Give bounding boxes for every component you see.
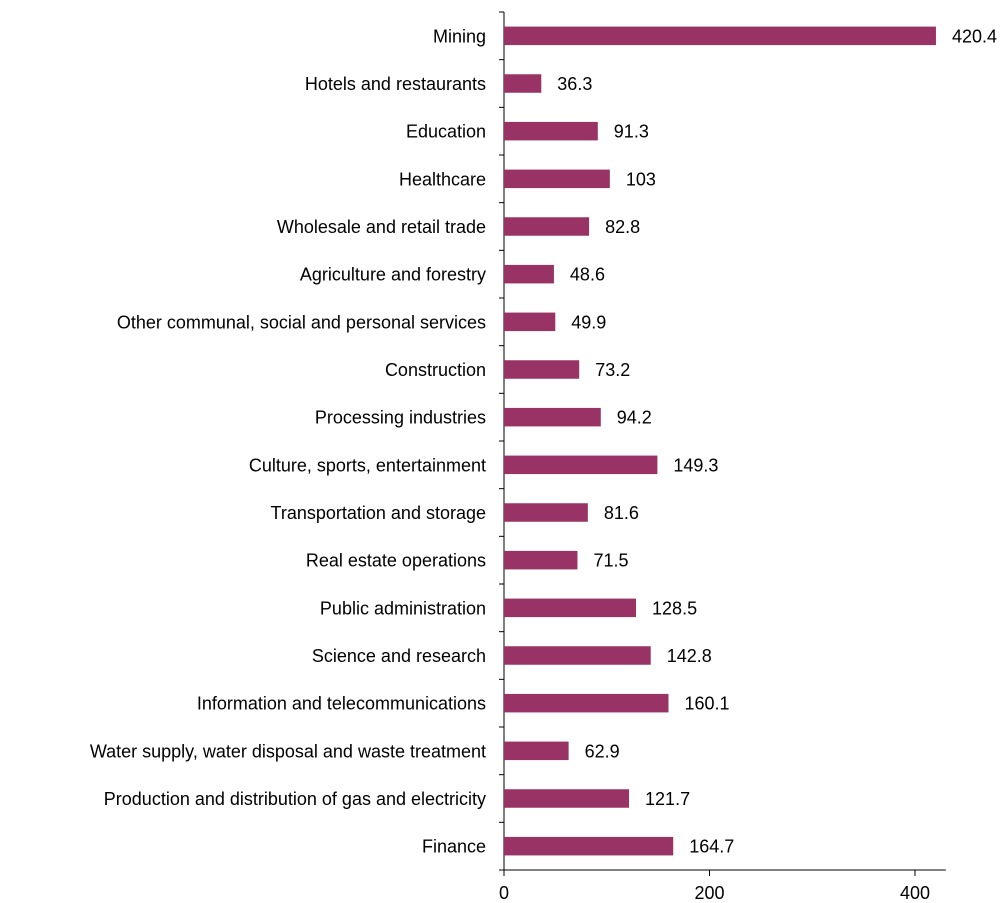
- data-label: 94.2: [617, 408, 652, 428]
- data-label: 91.3: [614, 122, 649, 142]
- data-label: 128.5: [652, 598, 697, 618]
- bar: [504, 312, 556, 332]
- x-tick-label: 200: [694, 883, 724, 903]
- bar: [504, 693, 669, 713]
- data-label: 160.1: [685, 694, 730, 714]
- bar: [504, 264, 554, 284]
- bar: [504, 407, 601, 427]
- category-label: Transportation and storage: [271, 503, 486, 523]
- category-label: Construction: [385, 360, 486, 380]
- category-label: Hotels and restaurants: [305, 74, 486, 94]
- category-label: Information and telecommunications: [197, 694, 486, 714]
- data-label: 81.6: [604, 503, 639, 523]
- bar: [504, 455, 658, 475]
- category-label: Production and distribution of gas and e…: [104, 789, 486, 809]
- bar: [504, 503, 588, 522]
- category-label: Other communal, social and personal serv…: [117, 312, 486, 332]
- bar: [504, 169, 610, 189]
- category-label: Education: [406, 122, 486, 142]
- category-label: Public administration: [320, 598, 486, 618]
- x-axis: 0 200 400: [499, 869, 946, 903]
- data-label: 73.2: [595, 360, 630, 380]
- bar: [504, 598, 637, 618]
- data-label: 164.7: [689, 837, 734, 857]
- bars: [504, 26, 936, 856]
- bar: [504, 741, 569, 761]
- data-label: 420.4: [952, 26, 997, 46]
- data-label: 103: [626, 169, 656, 189]
- value-labels: 420.4 36.3 91.3 103 82.8 48.6 49.9 73.2 94.2 149.…: [557, 26, 997, 856]
- category-label: Science and research: [312, 646, 486, 666]
- data-label: 48.6: [570, 265, 605, 285]
- bar: [504, 74, 542, 93]
- bar: [504, 789, 630, 808]
- bar: [504, 646, 651, 665]
- bar: [504, 217, 590, 236]
- bar: [504, 550, 578, 570]
- bar: [504, 26, 936, 46]
- category-label: Mining: [433, 26, 486, 46]
- data-label: 82.8: [605, 217, 640, 237]
- category-label: Wholesale and retail trade: [277, 217, 486, 237]
- category-label: Finance: [422, 837, 486, 857]
- x-tick-label: 0: [499, 883, 509, 903]
- data-label: 62.9: [585, 741, 620, 761]
- data-label: 142.8: [667, 646, 712, 666]
- x-tick-label: 400: [900, 883, 930, 903]
- data-label: 49.9: [571, 312, 606, 332]
- bar: [504, 836, 674, 856]
- data-label: 71.5: [593, 551, 628, 571]
- data-label: 149.3: [673, 455, 718, 475]
- data-label: 121.7: [645, 789, 690, 809]
- category-label: Real estate operations: [306, 551, 486, 571]
- data-label: 36.3: [557, 74, 592, 94]
- bar: [504, 360, 580, 379]
- category-labels: Mining Hotels and restaurants Education Hea…: [90, 26, 486, 856]
- category-label: Processing industries: [315, 408, 486, 428]
- category-axis: [499, 11, 505, 871]
- category-label: Healthcare: [399, 169, 486, 189]
- category-label: Water supply, water disposal and waste t…: [90, 741, 486, 761]
- category-label: Culture, sports, entertainment: [249, 455, 486, 475]
- bar: [504, 121, 598, 141]
- category-label: Agriculture and forestry: [300, 265, 486, 285]
